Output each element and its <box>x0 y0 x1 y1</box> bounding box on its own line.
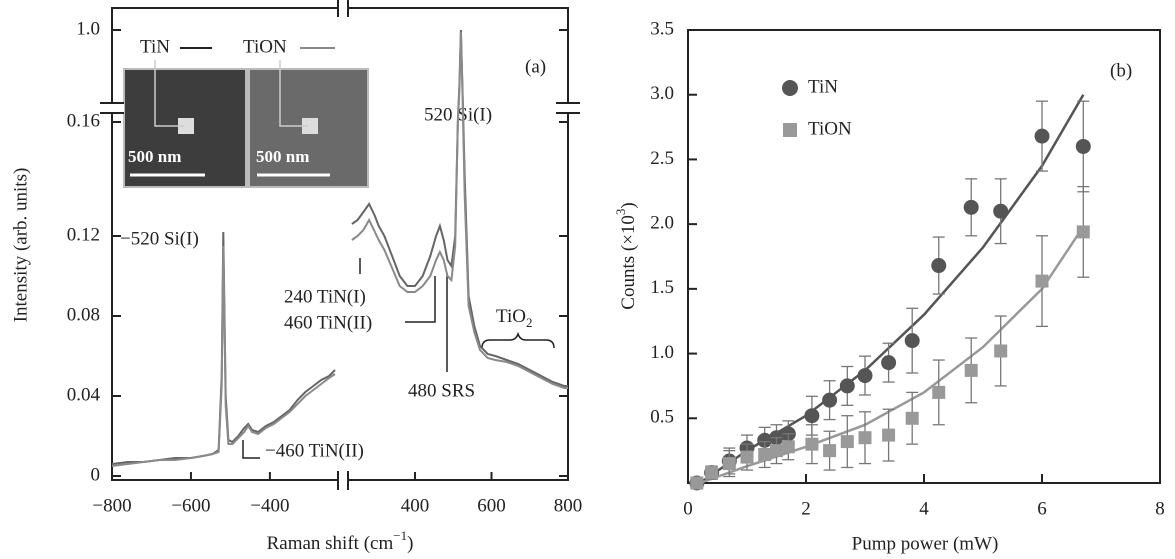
x-tick-label: −800 <box>92 495 131 516</box>
y-axis-label: Counts (×103) <box>613 202 639 309</box>
y-tick-label: 0.5 <box>650 407 674 428</box>
annotation: 480 SRS <box>408 380 475 401</box>
marker <box>964 363 978 377</box>
particle <box>302 118 318 134</box>
marker <box>757 432 773 448</box>
marker <box>905 411 919 425</box>
marker <box>932 385 946 399</box>
x-tick-label: −400 <box>250 495 289 516</box>
y-axis-label: Counts (×10 <box>618 215 639 310</box>
axis-break <box>100 103 124 113</box>
annotation: 460 TiN(II) <box>284 312 372 333</box>
annotation: 240 TiN(I) <box>284 286 366 307</box>
marker <box>722 457 736 471</box>
marker <box>1035 274 1049 288</box>
y-tick-label: 1.5 <box>650 277 674 298</box>
y-tick-label: 0.16 <box>67 110 100 131</box>
inset: 500 nm 500 nm TiN TiON <box>123 36 369 188</box>
pointer <box>279 60 308 127</box>
pointer <box>242 440 260 459</box>
inset-label: TiON <box>243 36 287 57</box>
y-axis-label: Intensity (arb. units) <box>10 168 31 323</box>
x-tick-label: 400 <box>401 495 430 516</box>
legend-label: TiON <box>808 118 852 139</box>
y-tick-label: 2.0 <box>650 213 674 234</box>
panel-label: (a) <box>525 56 546 77</box>
x-tick-label: −600 <box>171 495 210 516</box>
axis-break <box>556 103 580 113</box>
x-tick-label: 0 <box>683 498 693 519</box>
scale-label: 500 nm <box>256 147 309 166</box>
marker <box>931 258 947 274</box>
y-tick-label: 0.12 <box>67 224 100 245</box>
y-tick-label: 1.0 <box>650 342 674 363</box>
marker <box>758 448 772 462</box>
fit-curve <box>699 94 1085 485</box>
marker <box>963 199 979 215</box>
x-axis-label: −1 <box>393 528 407 543</box>
pointer <box>405 276 436 323</box>
legend-marker <box>782 80 798 96</box>
y-tick-label: 0.08 <box>67 304 100 325</box>
annotation: TiO2 <box>496 306 532 330</box>
x-tick-label: 600 <box>477 495 506 516</box>
marker <box>804 408 820 424</box>
marker <box>770 444 783 458</box>
y-tick-label: 0 <box>91 464 101 485</box>
marker <box>781 440 795 454</box>
legend-label: TiN <box>808 76 838 97</box>
y-axis-label: 3 <box>613 209 628 216</box>
marker <box>857 368 873 384</box>
y-tick-label: 0.04 <box>67 384 101 405</box>
marker <box>823 444 837 458</box>
spectrum-line <box>111 32 568 467</box>
x-tick-label: 2 <box>801 498 811 519</box>
annotation: TiO <box>496 306 526 327</box>
legend-marker <box>783 123 797 137</box>
marker <box>858 431 872 445</box>
particle <box>178 118 194 134</box>
marker <box>882 428 896 442</box>
x-axis-label: Raman shift (cm <box>267 533 394 554</box>
marker <box>904 333 920 349</box>
marker <box>840 435 854 449</box>
y-axis-label: ) <box>618 202 639 208</box>
marker <box>1076 225 1090 239</box>
marker <box>993 203 1009 219</box>
inset-label: TiN <box>140 36 170 57</box>
marker <box>705 466 719 480</box>
y-tick-label: 1.0 <box>76 18 100 39</box>
marker <box>740 450 754 464</box>
y-tick-label: 3.0 <box>650 83 674 104</box>
x-tick-label: 8 <box>1155 498 1165 519</box>
x-tick-label: 4 <box>919 498 929 519</box>
y-tick-label: 2.5 <box>650 148 674 169</box>
axis-break <box>338 0 349 16</box>
marker <box>822 392 838 408</box>
annotation: −460 TiN(II) <box>265 440 364 461</box>
scale-label: 500 nm <box>128 147 181 166</box>
marker <box>1034 128 1050 144</box>
axis-break <box>338 472 349 488</box>
pointer <box>154 60 184 127</box>
x-axis-label: Pump power (mW) <box>852 533 999 554</box>
marker <box>805 437 819 451</box>
plot-frame <box>687 29 1161 484</box>
annotation: 2 <box>526 315 533 330</box>
marker <box>881 355 897 371</box>
x-tick-label: 800 <box>554 495 583 516</box>
panel-label: (b) <box>1110 60 1132 81</box>
marker <box>839 378 855 394</box>
marker <box>994 344 1008 358</box>
marker <box>1075 138 1091 154</box>
x-axis-label: ) <box>407 533 413 554</box>
marker <box>690 476 704 490</box>
y-tick-label: 3.5 <box>650 18 674 39</box>
x-axis-label: Raman shift (cm−1) <box>267 528 414 554</box>
x-tick-label: 6 <box>1037 498 1047 519</box>
annotation: −520 Si(I) <box>120 228 199 249</box>
brace <box>481 331 555 349</box>
